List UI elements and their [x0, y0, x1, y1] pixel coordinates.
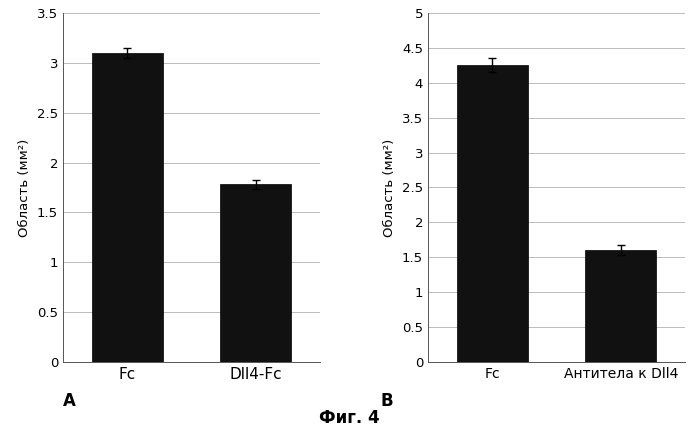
Bar — [92, 53, 163, 362]
Text: A: A — [63, 392, 75, 410]
Text: Фиг. 4: Фиг. 4 — [319, 409, 380, 427]
Y-axis label: Область (мм²): Область (мм²) — [18, 138, 31, 237]
Text: B: B — [381, 392, 394, 410]
Y-axis label: Область (мм²): Область (мм²) — [384, 138, 396, 237]
Bar — [220, 184, 291, 362]
Bar — [457, 65, 528, 362]
Bar — [585, 250, 656, 362]
